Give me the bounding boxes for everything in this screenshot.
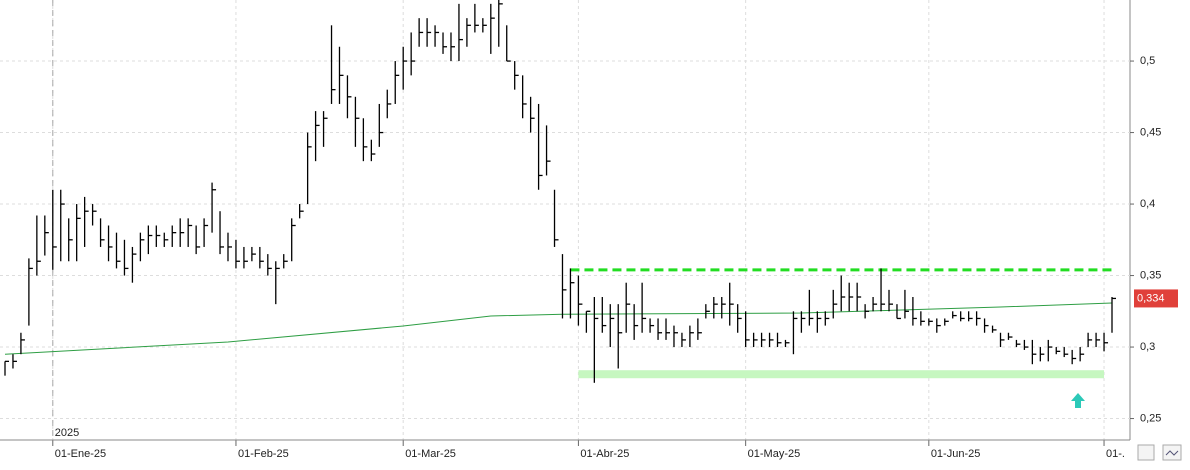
arrow — [1071, 393, 1085, 408]
button[interactable] — [1137, 444, 1155, 461]
support-band — [578, 370, 1105, 379]
x-tick-label: 01-Feb-25 — [238, 448, 289, 460]
arrow-annotation — [1071, 393, 1085, 408]
y-tick-label: 0,35 — [1140, 269, 1161, 281]
x-tick-label: 01-Jun-25 — [931, 448, 981, 460]
x-tick-label: 01-May-25 — [748, 448, 801, 460]
y-tick-label: 0,3 — [1140, 341, 1155, 353]
x-tick-label: 01-Mar-25 — [405, 448, 456, 460]
plot: 0,25 0,3 0,35 0,4 0,45 0,5 01-Ene-25 01-Feb-25 0… — [0, 0, 1178, 460]
y-tick-label: 0,5 — [1140, 55, 1155, 67]
x-tick-label: 01-. — [1106, 448, 1125, 460]
x-tick-label: 01-Abr-25 — [580, 448, 629, 460]
year-label: 2025 — [55, 427, 79, 439]
nav-buttons[interactable] — [1137, 444, 1182, 461]
y-tick-label: 0,4 — [1140, 198, 1155, 210]
last-price-box — [1134, 289, 1178, 308]
last-price-label: 0,334 — [1137, 292, 1165, 304]
moving-average — [4, 302, 1113, 355]
x-tick-label: 01-Ene-25 — [55, 448, 106, 460]
y-tick-label: 0,45 — [1140, 126, 1161, 138]
button-icon — [1165, 450, 1179, 456]
y-tick-label: 0,25 — [1140, 412, 1161, 424]
